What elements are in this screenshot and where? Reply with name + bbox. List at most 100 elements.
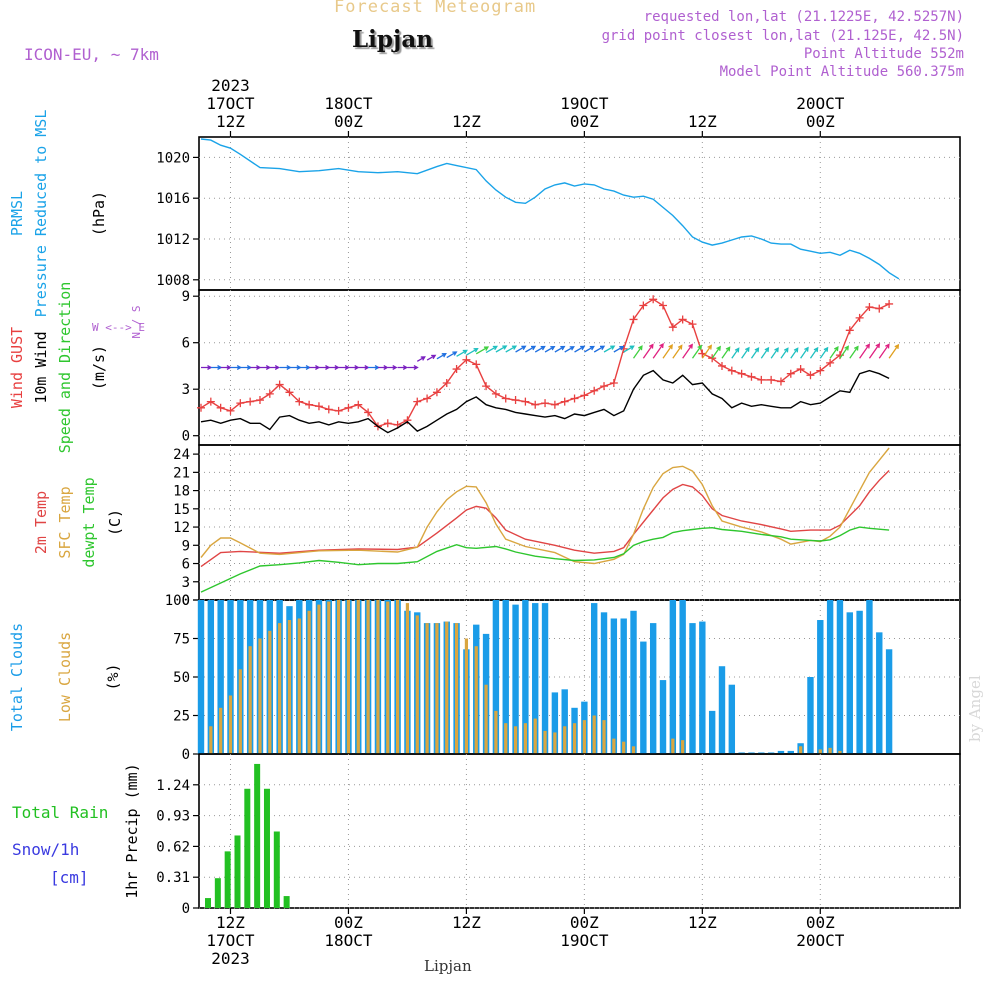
- pressure-label: Pressure Reduced to MSL: [32, 110, 50, 318]
- temperature-label: SFC Temp: [56, 486, 74, 558]
- wind-direction-arrow: [525, 345, 537, 353]
- gust-point: [678, 315, 687, 324]
- total-clouds-bar: [227, 600, 234, 754]
- gust-point: [865, 303, 874, 312]
- gust-point: [226, 406, 235, 415]
- total-clouds-bar: [826, 600, 834, 754]
- bottom-axis-label: 17OCT: [206, 931, 255, 950]
- total-clouds-bar: [640, 641, 647, 754]
- gust-point: [668, 323, 677, 332]
- top-axis-label: 18OCT: [324, 94, 373, 113]
- wind-direction-arrow: [819, 346, 829, 359]
- wind-direction-arrow: [240, 365, 253, 370]
- wind-direction-arrow: [377, 365, 389, 370]
- rain-bar: [234, 835, 241, 908]
- temperature-label: dewpt Temp: [80, 477, 98, 567]
- low-clouds-bar: [238, 669, 242, 754]
- precip-frame: [198, 753, 961, 909]
- wind-direction-arrow: [269, 365, 281, 370]
- temperature-ytick-label: 0: [182, 593, 190, 609]
- requested-coords: requested lon,lat (21.1225E, 42.5257N): [643, 9, 964, 25]
- rain-bar: [273, 831, 280, 908]
- total-clouds-bar: [532, 603, 539, 754]
- gust-point: [659, 301, 668, 310]
- gust-point: [845, 326, 854, 335]
- low-clouds-bar: [415, 615, 419, 754]
- precip-label: Total Rain: [12, 803, 108, 822]
- wind-direction-arrow: [299, 365, 311, 370]
- wind-direction-arrow: [554, 345, 566, 353]
- low-clouds-bar: [464, 638, 469, 754]
- total-clouds-bar: [689, 623, 696, 754]
- temperature-ytick-label: 3: [182, 575, 190, 591]
- low-clouds-bar: [376, 600, 380, 754]
- wind-direction-arrow: [515, 345, 527, 353]
- low-clouds-bar: [494, 710, 498, 754]
- pressure-line: [200, 138, 900, 280]
- gust-point: [432, 388, 441, 397]
- low-clouds-bar: [631, 746, 636, 754]
- wind-direction-arrow: [485, 345, 498, 354]
- gust-point: [688, 320, 697, 329]
- wind-direction-arrow: [436, 353, 447, 360]
- wind-direction-arrow: [682, 343, 693, 359]
- low-clouds-bar: [592, 715, 596, 754]
- total-clouds-bar: [620, 618, 627, 754]
- wind-direction-arrow: [279, 365, 292, 370]
- wind-direction-arrow: [574, 345, 586, 353]
- low-clouds-bar: [572, 723, 577, 754]
- wind-direction-arrow: [613, 345, 625, 353]
- wind-direction-arrow: [338, 365, 350, 370]
- wind-direction-arrow: [250, 365, 262, 370]
- top-axis-label: 20OCT: [796, 94, 845, 113]
- low-clouds-bar: [543, 730, 547, 754]
- low-clouds-bar: [327, 601, 331, 754]
- top-axis-label: 00Z: [806, 112, 835, 131]
- wind-ytick-label: 9: [182, 289, 190, 305]
- gust-point: [275, 380, 284, 389]
- wind-direction-arrow: [849, 345, 859, 359]
- low-clouds-bar: [513, 726, 518, 754]
- wind-direction-arrow: [466, 348, 479, 356]
- wind-direction-arrow: [318, 365, 331, 370]
- compass-rose: W <--> E: [92, 321, 145, 334]
- low-clouds-bar: [533, 718, 537, 754]
- low-clouds-bar: [681, 740, 685, 754]
- gust-point: [206, 397, 215, 406]
- top-axis-label: 12Z: [688, 112, 717, 131]
- gust-point: [639, 301, 648, 310]
- temperature-ytick-label: 6: [182, 557, 190, 573]
- wind-label: Wind GUST: [8, 327, 26, 408]
- gust-point: [717, 361, 726, 370]
- precip-ytick-label: 0.93: [156, 809, 190, 825]
- bottom-axis-label: 12Z: [452, 913, 481, 932]
- top-axis-label: 12Z: [216, 112, 245, 131]
- wind-direction-arrow: [259, 365, 272, 370]
- gust-point: [197, 403, 205, 412]
- bottom-axis-label: 2023: [211, 949, 250, 968]
- low-clouds-bar: [219, 707, 223, 754]
- total-clouds-bar: [551, 692, 559, 754]
- wind-direction-arrow: [505, 345, 518, 353]
- wind-direction-arrow: [701, 344, 712, 359]
- low-clouds-bar: [366, 600, 370, 754]
- total-clouds-bar: [846, 612, 853, 754]
- gust-point: [570, 394, 579, 403]
- rain-bar: [224, 851, 231, 908]
- panels: 1008 1012 1016 1020 PRMSL Pressure Reduced to…: [8, 110, 961, 917]
- low-clouds-bar: [612, 738, 616, 754]
- wind-unit-label: (m/s): [90, 345, 108, 390]
- sfc-temp-line: [200, 447, 890, 565]
- bottom-axis-label: 00Z: [334, 913, 363, 932]
- clouds-panel: 0 25 50 75 100 Total Clouds Low Clouds (%): [8, 593, 961, 763]
- gust-point: [314, 402, 323, 411]
- total-clouds-bar: [217, 600, 224, 754]
- pressure-frame: [198, 136, 961, 291]
- gust-point: [580, 391, 589, 400]
- gust-point: [423, 394, 432, 403]
- low-clouds-bar: [582, 720, 586, 754]
- total-clouds-bar: [522, 600, 529, 754]
- gust-point: [285, 388, 294, 397]
- gust-point: [855, 313, 864, 322]
- low-clouds-bar: [622, 741, 626, 754]
